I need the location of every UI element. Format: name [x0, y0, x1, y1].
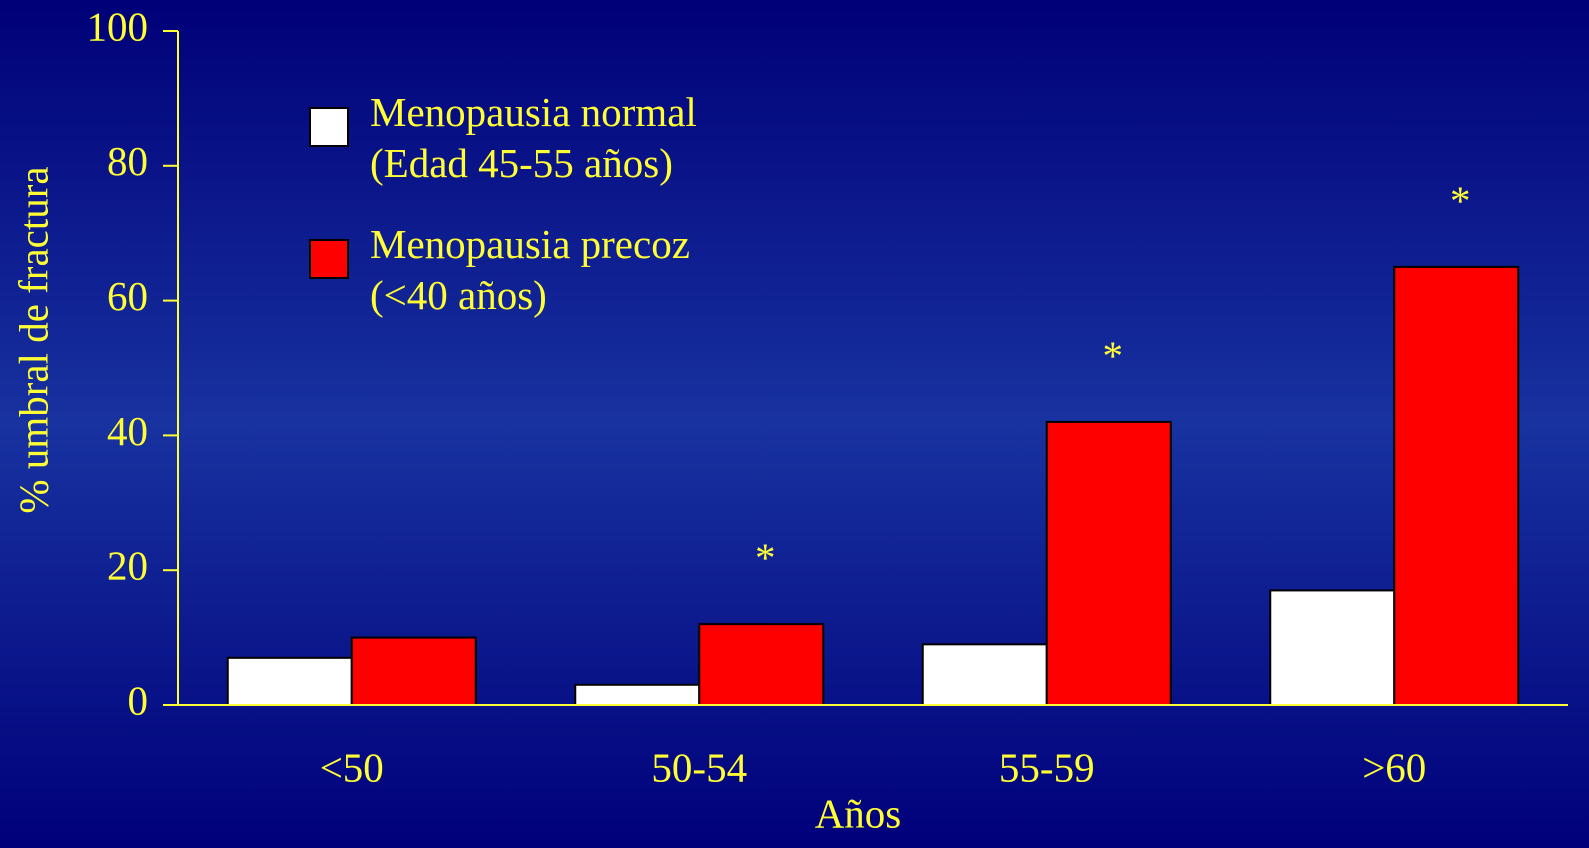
bar — [350, 636, 477, 706]
bar — [921, 643, 1048, 707]
legend-swatch — [309, 239, 349, 279]
x-axis-label: Años — [815, 790, 902, 836]
bar — [698, 623, 825, 706]
bar — [1393, 265, 1520, 706]
y-tick-label: 80 — [107, 138, 148, 184]
y-tick-label: 20 — [107, 543, 148, 589]
y-tick-label: 100 — [87, 3, 149, 49]
bar — [574, 683, 701, 707]
y-tick-label: 0 — [128, 677, 149, 723]
x-tick-label: 50-54 — [651, 744, 747, 790]
bar — [1045, 420, 1172, 706]
legend-label: Menopausia normal (Edad 45-55 años) — [370, 89, 697, 186]
bar — [1269, 589, 1396, 706]
annotation: * — [1103, 332, 1124, 378]
y-tick-label: 60 — [107, 273, 148, 319]
bar — [226, 656, 353, 707]
legend-swatch — [309, 107, 349, 147]
x-tick-label: 55-59 — [999, 744, 1095, 790]
y-axis-label: % umbral de fractura — [10, 166, 56, 513]
legend-label: Menopausia precoz (<40 años) — [370, 221, 690, 318]
x-tick-label: >60 — [1362, 744, 1426, 790]
x-tick-label: <50 — [320, 744, 384, 790]
annotation: * — [755, 535, 776, 581]
y-tick-label: 40 — [107, 408, 148, 454]
annotation: * — [1450, 177, 1471, 223]
